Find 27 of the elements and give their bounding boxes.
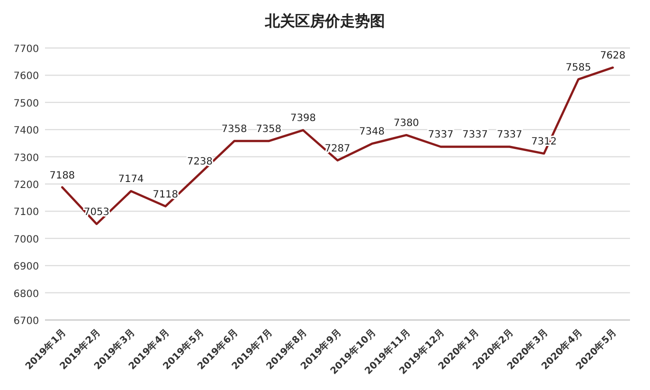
data-label: 7337 — [428, 130, 454, 141]
chart-title: 北关区房价走势图 — [264, 12, 385, 30]
data-label: 7118 — [152, 189, 178, 200]
data-label: 7337 — [462, 130, 488, 141]
data-label: 7174 — [118, 174, 144, 186]
data-label: 7358 — [222, 124, 247, 136]
y-tick-label: 6800 — [14, 288, 39, 300]
data-label: 7380 — [394, 118, 420, 130]
y-tick-label: 7700 — [14, 44, 39, 55]
data-label: 7585 — [566, 62, 592, 74]
data-label: 7337 — [496, 130, 522, 141]
y-tick-label: 7300 — [14, 152, 39, 164]
y-tick-label: 6700 — [14, 316, 39, 327]
y-tick-label: 7100 — [14, 207, 39, 218]
y-tick-label: 6900 — [14, 262, 39, 273]
data-label: 7238 — [187, 156, 213, 168]
y-tick-label: 7000 — [14, 234, 39, 246]
data-label: 7287 — [324, 143, 350, 154]
data-label: 7358 — [256, 124, 282, 136]
y-tick-label: 7400 — [14, 126, 39, 137]
y-tick-label: 7200 — [14, 180, 39, 191]
data-label: 7398 — [290, 113, 316, 124]
y-tick-label: 7600 — [14, 71, 39, 82]
y-tick-label: 7500 — [14, 98, 39, 110]
data-label: 7348 — [359, 126, 385, 138]
data-label: 7188 — [49, 170, 75, 182]
data-label: 7628 — [600, 50, 626, 62]
